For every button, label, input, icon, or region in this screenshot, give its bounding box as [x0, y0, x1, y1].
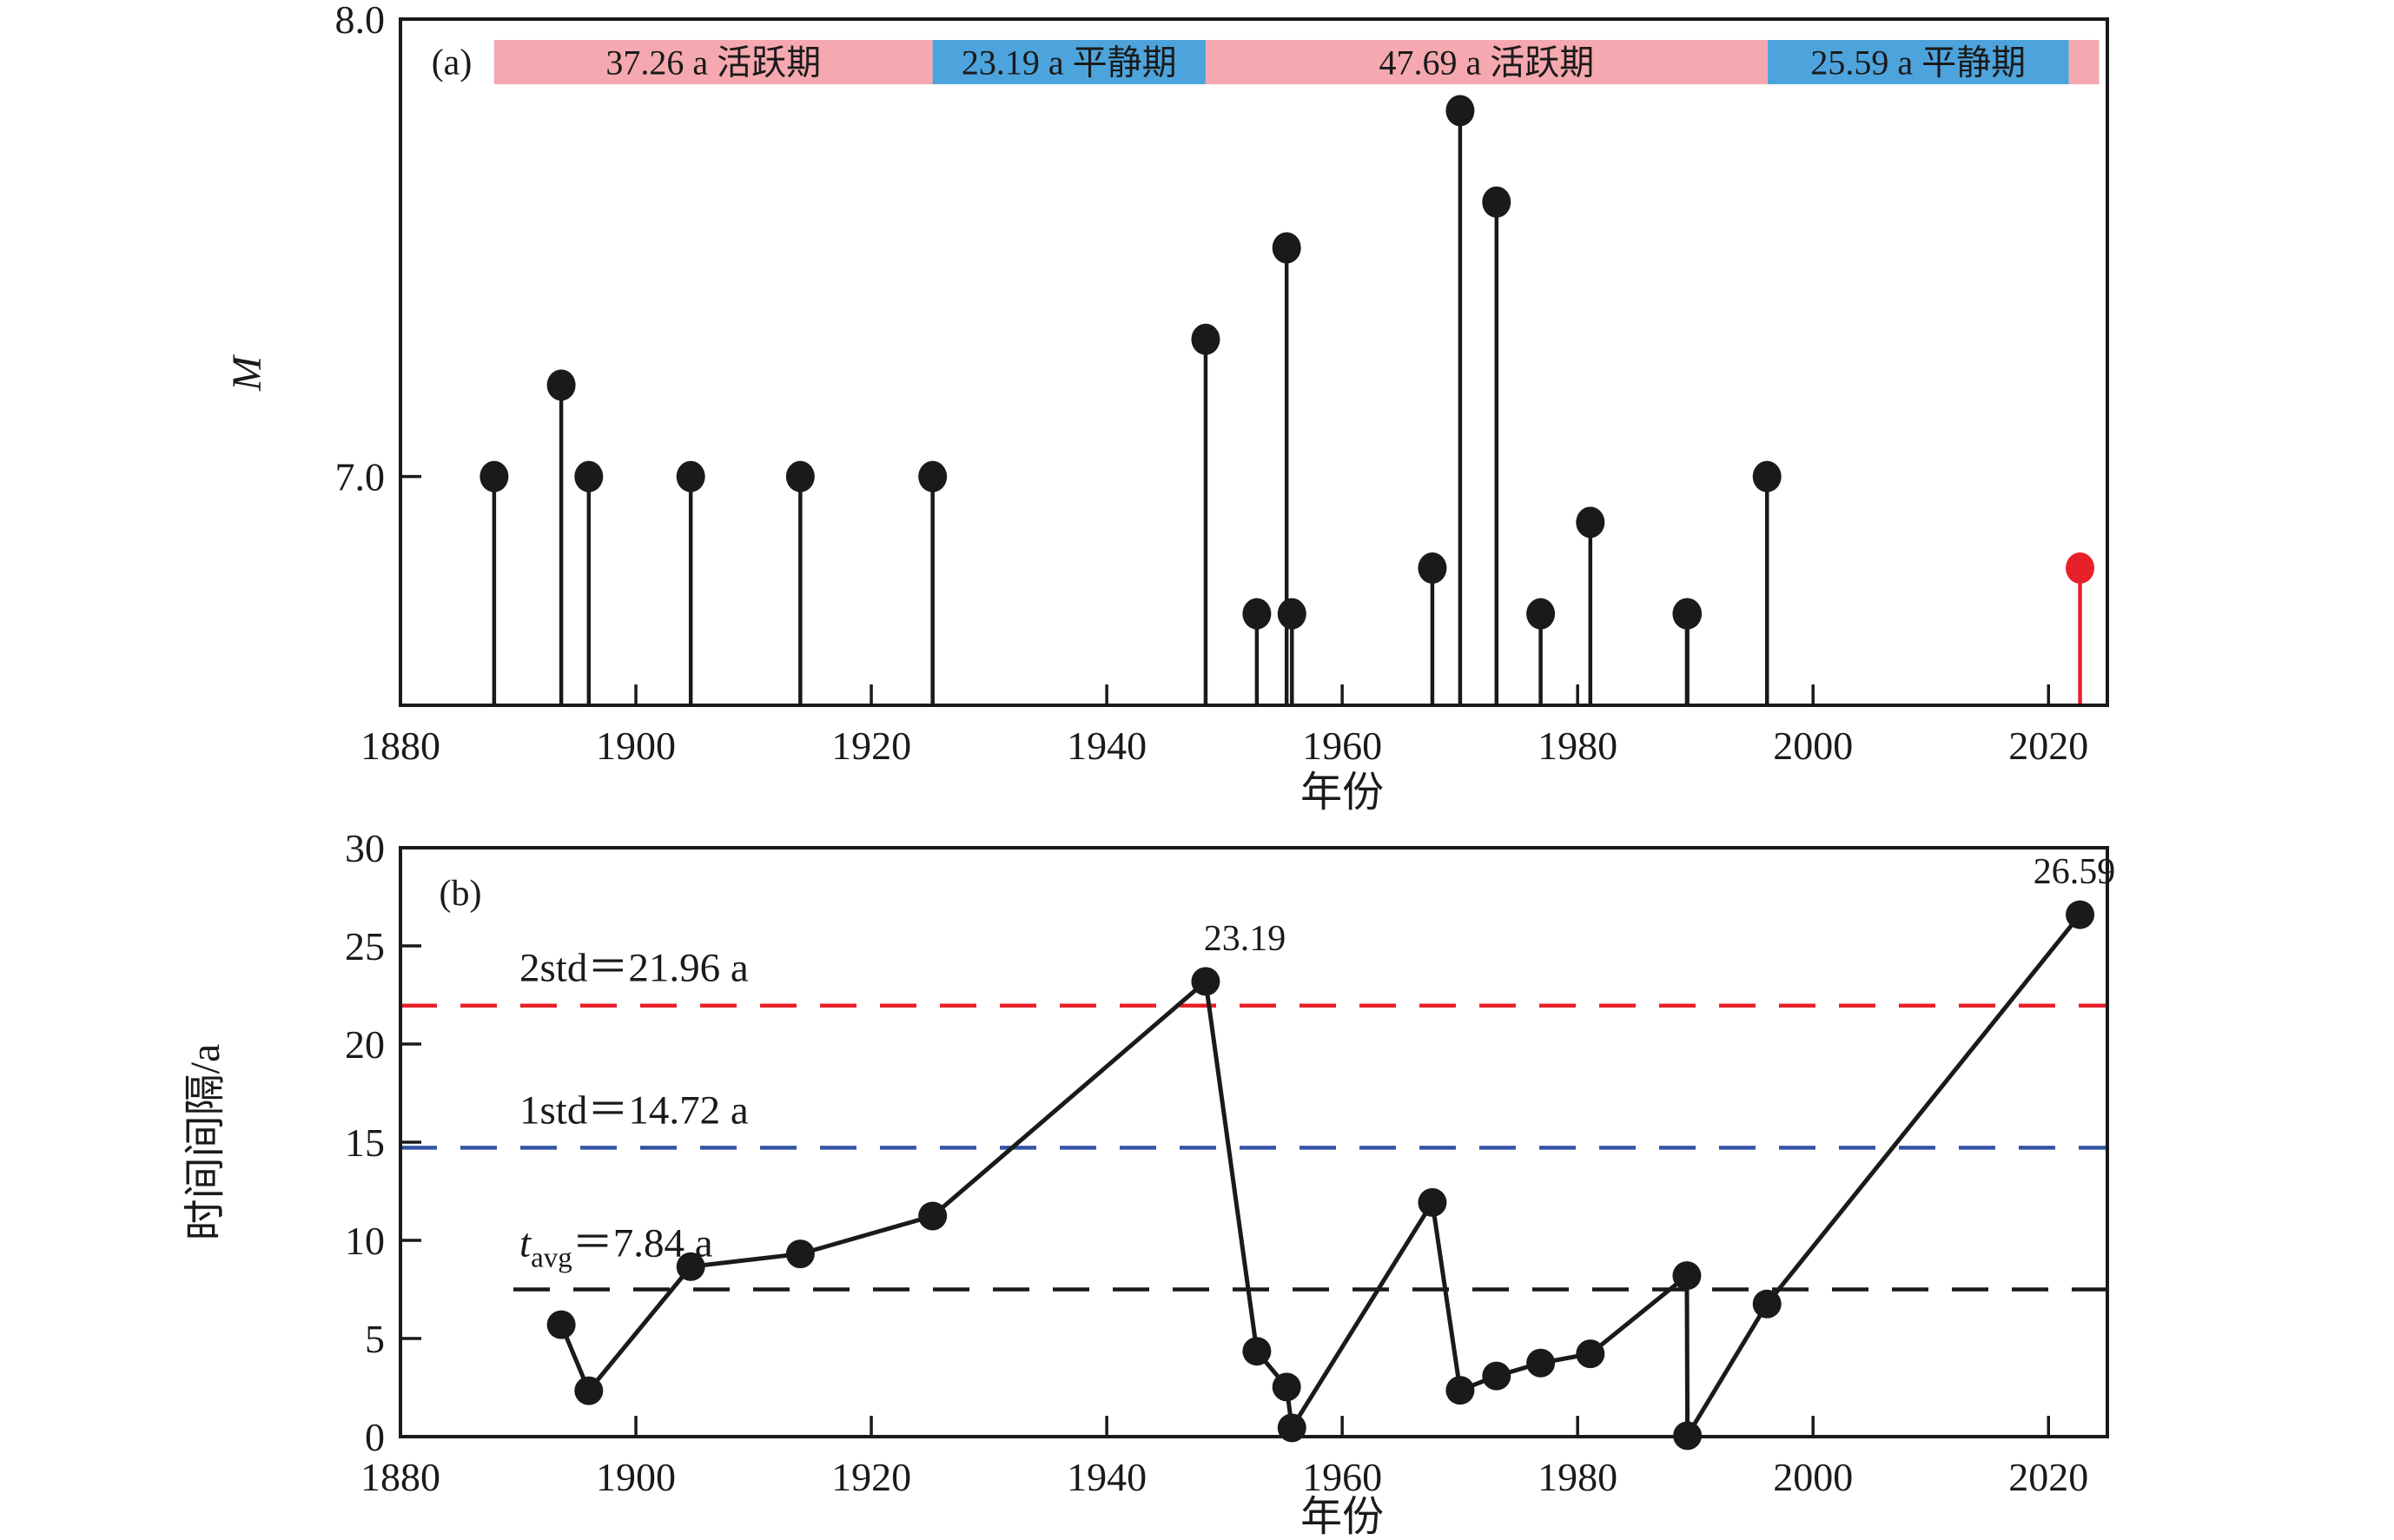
- y-tick-label: 7.0: [335, 455, 386, 499]
- x-tick-label: 1920: [831, 1455, 911, 1499]
- x-tick-label: 1940: [1067, 1455, 1147, 1499]
- interval-point: [785, 1239, 815, 1269]
- event-marker: [1673, 598, 1703, 630]
- panel-a-border: [399, 17, 2109, 707]
- x-tick-label: 1920: [831, 724, 911, 768]
- interval-point: [1242, 1337, 1272, 1366]
- y-tick-label: 8.0: [335, 0, 386, 42]
- y-tick-label: 5: [365, 1317, 385, 1361]
- event-marker: [1526, 598, 1556, 630]
- active-period-band: [493, 40, 933, 84]
- interval-point: [2066, 900, 2095, 929]
- interval-point: [1191, 967, 1220, 996]
- interval-point: [546, 1310, 576, 1339]
- y-tick-label: 0: [365, 1415, 385, 1459]
- panel-b-ylabel: 时间间隔/a: [182, 1044, 228, 1241]
- x-tick-label: 1900: [596, 724, 676, 768]
- interval-point: [1672, 1261, 1702, 1291]
- period-band-label: 23.19 a 平静期: [962, 43, 1177, 83]
- x-tick-label: 1980: [1538, 724, 1617, 768]
- interval-point: [1576, 1339, 1605, 1369]
- event-marker: [479, 460, 509, 492]
- event-marker: [1272, 232, 1301, 264]
- interval-point: [1752, 1289, 1782, 1319]
- y-tick-label: 25: [345, 924, 385, 968]
- event-marker: [1576, 506, 1605, 539]
- quiet-period-band: [1767, 40, 2069, 84]
- y-tick-label: 30: [345, 826, 385, 870]
- event-marker: [1191, 323, 1220, 355]
- x-tick-label: 2000: [1773, 1455, 1853, 1499]
- active-period-band: [2068, 40, 2100, 84]
- quiet-period-band: [932, 40, 1206, 84]
- interval-point: [1526, 1348, 1556, 1378]
- 1std-label: 1std＝14.72 a: [519, 1087, 749, 1133]
- y-tick-label: 10: [345, 1219, 385, 1263]
- event-marker: [676, 460, 705, 492]
- interval-point: [1445, 1376, 1475, 1405]
- interval-polyline: [559, 913, 2082, 1444]
- x-tick-label: 2000: [1773, 724, 1853, 768]
- peak-annotation: 23.19: [1204, 919, 1286, 959]
- event-marker: [1418, 552, 1447, 584]
- y-tick-label: 20: [345, 1022, 385, 1067]
- event-marker: [1277, 598, 1306, 630]
- y-tick-label: 15: [345, 1120, 385, 1165]
- panel-a: 37.26 a 活跃期 23.19 a 平静期 47.69 a 活跃期 25.59 a…: [224, 0, 2109, 816]
- event-marker: [785, 460, 815, 492]
- panel-a-xlabel: 年份: [1300, 770, 1384, 816]
- event-marker: [1752, 460, 1782, 492]
- period-band-label: 25.59 a 平静期: [1810, 43, 2026, 83]
- event-marker: [546, 369, 576, 401]
- event-marker: [1242, 598, 1272, 630]
- panel-b-tag: (b): [440, 874, 482, 914]
- interval-point: [1272, 1372, 1301, 1402]
- latest-event-marker: [2066, 552, 2095, 584]
- event-marker: [1482, 186, 1511, 218]
- period-band-label: 37.26 a 活跃期: [605, 43, 821, 83]
- x-tick-label: 1940: [1067, 724, 1147, 768]
- event-marker: [1445, 95, 1475, 127]
- x-tick-label: 1980: [1538, 1455, 1617, 1499]
- interval-point: [1482, 1361, 1511, 1391]
- event-marker: [574, 460, 604, 492]
- panel-a-tag: (a): [432, 43, 473, 83]
- x-tick-label: 2020: [2008, 724, 2088, 768]
- panel-a-ylabel: M: [224, 354, 270, 392]
- interval-point: [574, 1376, 604, 1405]
- x-tick-label: 2020: [2008, 1455, 2088, 1499]
- x-tick-label: 1960: [1302, 724, 1382, 768]
- x-tick-label: 1880: [360, 1455, 440, 1499]
- 2std-label: 2std＝21.96 a: [519, 946, 749, 991]
- interval-point: [1418, 1187, 1447, 1217]
- peak-annotation: 26.59: [2034, 852, 2116, 892]
- active-period-band: [1205, 40, 1768, 84]
- x-tick-label: 1880: [360, 724, 440, 768]
- x-tick-label: 1900: [596, 1455, 676, 1499]
- interval-point: [676, 1252, 705, 1281]
- period-band-label: 47.69 a 活跃期: [1379, 43, 1595, 83]
- interval-point: [918, 1201, 948, 1231]
- event-marker: [918, 460, 948, 492]
- x-tick-label: 1960: [1302, 1455, 1382, 1499]
- panel-b-xlabel: 年份: [1300, 1494, 1384, 1540]
